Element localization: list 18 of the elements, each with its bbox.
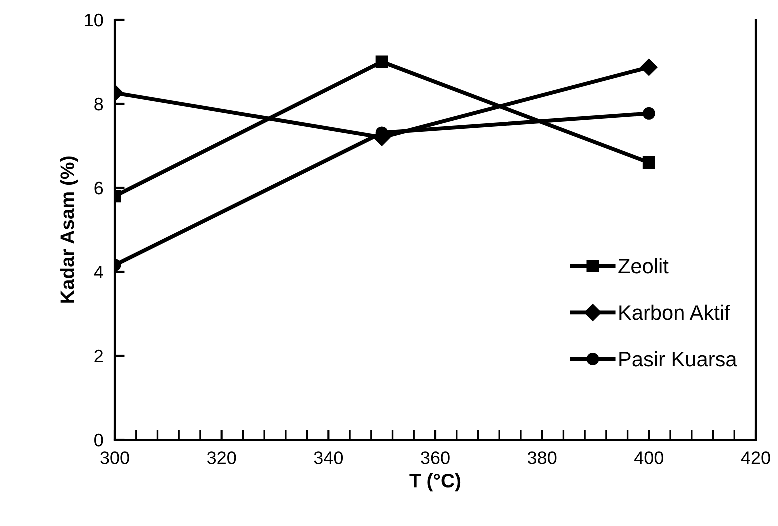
y-tick-label: 0 — [94, 434, 104, 447]
x-tick-label: 300 — [100, 452, 130, 464]
x-tick-label: 320 — [207, 452, 236, 464]
y-tick-label: 10 — [85, 14, 104, 27]
y-tick-label: 8 — [94, 98, 104, 111]
legend-label: Karbon Aktif — [620, 304, 730, 320]
legend-label: Zeolit — [618, 258, 669, 274]
x-tick-label: 420 — [741, 452, 770, 464]
y-axis-title: Kadar Asam (%) — [60, 156, 78, 303]
x-tick-label: 380 — [528, 452, 557, 464]
y-tick-label: 6 — [94, 182, 104, 195]
y-tick-label: 2 — [94, 350, 103, 363]
x-tick-label: 400 — [634, 452, 664, 464]
x-tick-label: 360 — [421, 452, 450, 464]
x-tick-label: 340 — [314, 452, 344, 464]
x-axis-title: T (°C) — [410, 474, 461, 492]
y-tick-label: 4 — [94, 266, 104, 279]
legend-label: Pasir Kuarsa — [620, 351, 738, 367]
